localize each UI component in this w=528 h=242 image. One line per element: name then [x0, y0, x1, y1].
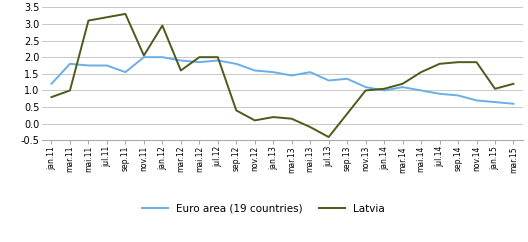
Euro area (19 countries)	[103, 64, 110, 67]
Euro area (19 countries)	[363, 86, 369, 89]
Latvia	[159, 24, 166, 27]
Euro area (19 countries)	[140, 56, 147, 59]
Latvia	[67, 89, 73, 92]
Euro area (19 countries)	[86, 64, 92, 67]
Euro area (19 countries)	[214, 59, 221, 62]
Latvia	[492, 87, 498, 90]
Euro area (19 countries)	[178, 59, 184, 62]
Euro area (19 countries)	[510, 102, 516, 105]
Latvia	[214, 56, 221, 59]
Latvia	[86, 19, 92, 22]
Euro area (19 countries)	[159, 56, 166, 59]
Latvia	[178, 69, 184, 72]
Latvia	[436, 62, 442, 65]
Euro area (19 countries)	[325, 79, 332, 82]
Line: Euro area (19 countries): Euro area (19 countries)	[52, 57, 513, 104]
Euro area (19 countries)	[251, 69, 258, 72]
Euro area (19 countries)	[474, 99, 480, 102]
Euro area (19 countries)	[270, 71, 277, 74]
Euro area (19 countries)	[418, 89, 425, 92]
Euro area (19 countries)	[49, 82, 55, 85]
Latvia	[103, 16, 110, 19]
Legend: Euro area (19 countries), Latvia: Euro area (19 countries), Latvia	[138, 199, 389, 218]
Latvia	[510, 82, 516, 85]
Euro area (19 countries)	[122, 71, 129, 74]
Euro area (19 countries)	[436, 92, 442, 95]
Euro area (19 countries)	[196, 61, 203, 64]
Latvia	[325, 136, 332, 138]
Latvia	[418, 71, 425, 74]
Euro area (19 countries)	[233, 62, 240, 65]
Latvia	[49, 96, 55, 98]
Latvia	[474, 61, 480, 64]
Latvia	[140, 54, 147, 57]
Euro area (19 countries)	[400, 86, 406, 89]
Line: Latvia: Latvia	[52, 14, 513, 137]
Latvia	[196, 56, 203, 59]
Euro area (19 countries)	[344, 77, 351, 80]
Latvia	[400, 82, 406, 85]
Latvia	[307, 126, 314, 129]
Euro area (19 countries)	[67, 62, 73, 65]
Euro area (19 countries)	[492, 101, 498, 104]
Latvia	[251, 119, 258, 122]
Euro area (19 countries)	[381, 89, 388, 92]
Latvia	[344, 112, 351, 115]
Euro area (19 countries)	[307, 71, 314, 74]
Latvia	[122, 13, 129, 15]
Latvia	[233, 109, 240, 112]
Latvia	[455, 61, 461, 64]
Latvia	[270, 116, 277, 119]
Latvia	[363, 89, 369, 92]
Euro area (19 countries)	[289, 74, 295, 77]
Latvia	[381, 87, 388, 90]
Latvia	[289, 117, 295, 120]
Euro area (19 countries)	[455, 94, 461, 97]
